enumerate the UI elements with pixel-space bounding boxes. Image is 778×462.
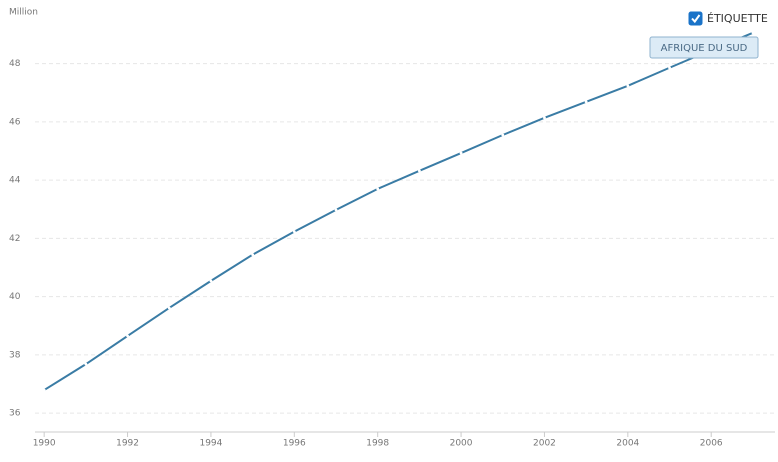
series-label-text: AFRIQUE DU SUD: [661, 43, 748, 54]
point: [376, 187, 380, 191]
point: [209, 279, 213, 283]
x-tick-label: 2000: [450, 439, 473, 449]
y-tick-label: 36: [9, 409, 21, 419]
label-toggle[interactable]: ÉTIQUETTE: [688, 11, 768, 26]
y-tick-label: 46: [9, 117, 21, 127]
series-label-box: [649, 36, 759, 59]
y-tick-label: 38: [9, 350, 21, 360]
x-tick-label: 1998: [366, 439, 389, 449]
point: [167, 306, 171, 310]
y-tick-label: 40: [9, 292, 21, 302]
y-tick-label: 48: [9, 59, 21, 69]
point: [501, 133, 505, 137]
checkbox[interactable]: [688, 11, 703, 26]
point: [417, 169, 421, 173]
point: [543, 116, 546, 120]
point: [668, 66, 671, 70]
point: [334, 208, 338, 212]
point: [626, 84, 630, 88]
line: [43, 31, 754, 391]
x-tick-label: 2004: [616, 439, 639, 449]
point: [292, 230, 296, 234]
y-unit-label: Million: [9, 8, 38, 18]
point: [126, 334, 129, 338]
point: [42, 388, 46, 392]
point: [84, 362, 88, 366]
series-label: AFRIQUE DU SUD: [649, 36, 759, 59]
checkbox-label[interactable]: ÉTIQUETTE: [707, 12, 768, 25]
point: [251, 253, 255, 257]
x-tick-label: 1992: [116, 439, 139, 449]
point: [584, 100, 588, 104]
x-tick-label: 1994: [199, 439, 222, 449]
checkmark: [691, 14, 701, 24]
point: [459, 151, 463, 155]
y-tick-label: 42: [9, 234, 20, 244]
x-tick-label: 1996: [283, 439, 306, 449]
point: [751, 31, 755, 35]
y-tick-label: 44: [9, 176, 21, 186]
x-tick-label: 2006: [700, 439, 723, 449]
x-tick-label: 2002: [533, 439, 556, 449]
x-tick-label: 1990: [33, 439, 56, 449]
